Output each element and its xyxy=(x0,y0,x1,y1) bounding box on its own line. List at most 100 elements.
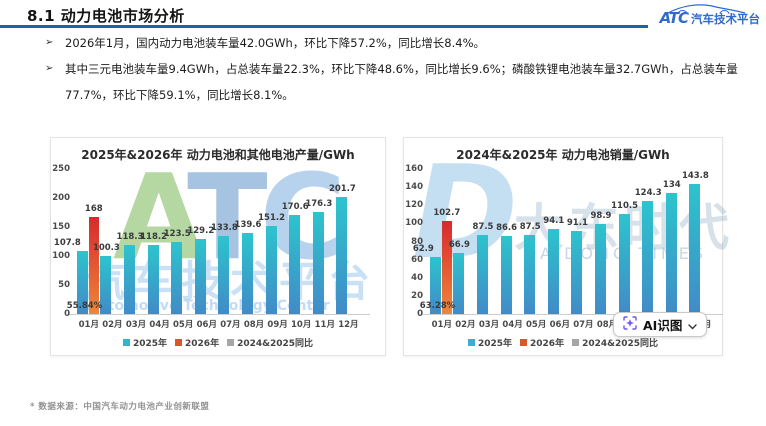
bullet-text: 2026年1月，国内动力电池装车量42.0GWh，环比下降57.2%，同比增长8… xyxy=(65,36,486,50)
x-tick-label: 07月 xyxy=(573,320,594,330)
bar-2025 xyxy=(429,256,441,314)
bar-2025 xyxy=(312,211,324,314)
bar-2025 xyxy=(453,253,465,314)
bar-2025 xyxy=(500,235,512,314)
x-tick-label: 05月 xyxy=(526,320,547,330)
value-label: 100.3 xyxy=(92,242,120,253)
y-tick-label: 140 xyxy=(405,182,423,193)
legend-swatch xyxy=(227,339,235,346)
value-label: 118.3 xyxy=(116,232,144,243)
value-label: 94.1 xyxy=(543,215,565,226)
value-label: 168 xyxy=(84,203,103,214)
value-label: 129.2 xyxy=(187,226,215,237)
value-label: 98.9 xyxy=(590,211,612,222)
value-label: 62.9 xyxy=(412,243,434,254)
bar-2025 xyxy=(618,213,630,314)
bar-2025 xyxy=(524,234,536,314)
value-label: 86.6 xyxy=(496,222,518,233)
bar-2025 xyxy=(689,183,701,314)
y-tick-label: 100 xyxy=(405,218,423,229)
bar-2025 xyxy=(477,234,488,314)
legend-label: 2024&2025同比 xyxy=(582,339,659,349)
bar-2026 xyxy=(88,216,99,314)
legend-label: 2026年 xyxy=(530,339,565,349)
legend-item: 2025年 xyxy=(467,336,513,349)
bar-2025 xyxy=(147,245,159,314)
ai-button-label: AI识图 xyxy=(643,318,683,333)
bullet-item: ➢ 2026年1月，国内动力电池装车量42.0GWh，环比下降57.2%，同比增… xyxy=(45,30,745,56)
legend-item: 2025年 xyxy=(122,336,168,349)
bar-2025 xyxy=(265,226,277,314)
legend-label: 2025年 xyxy=(132,339,168,349)
yoy-label: 63.28% xyxy=(419,301,456,311)
value-label: 87.5 xyxy=(472,221,494,232)
chart-title: 2025年&2026年 动力电池和其他电池产量/GWh xyxy=(81,148,355,162)
logo-abbr: ATC xyxy=(659,9,689,27)
page-title: 8.1 动力电池市场分析 xyxy=(27,7,185,25)
yoy-label: 55.84% xyxy=(66,301,103,311)
x-tick-label: 04月 xyxy=(149,320,170,330)
y-tick-label: 120 xyxy=(405,200,423,211)
chevron-down-icon[interactable] xyxy=(688,315,698,334)
bar-2025 xyxy=(124,245,135,314)
value-label: 201.7 xyxy=(328,184,356,194)
bullet-text: 其中三元电池装车量9.4GWh，占总装车量22.3%，环比下降48.6%，同比增… xyxy=(65,62,738,102)
bar-2025 xyxy=(665,192,677,314)
logo-text: ATC 汽车技术平台 xyxy=(660,8,760,27)
value-label: 110.5 xyxy=(611,200,639,211)
y-tick-label: 60 xyxy=(411,254,423,265)
y-tick-label: 0 xyxy=(417,309,423,319)
x-tick-label: 11月 xyxy=(314,320,335,330)
bar-2025 xyxy=(218,236,230,314)
value-label: 134 xyxy=(662,179,681,190)
y-tick-label: 0 xyxy=(64,309,70,319)
arrow-bullet-icon: ➢ xyxy=(45,37,54,48)
legend-item: 2024&2025同比 xyxy=(572,336,658,349)
legend-item: 2024&2025同比 xyxy=(227,336,313,349)
bar-2025 xyxy=(100,255,112,314)
x-tick-label: 12月 xyxy=(338,320,359,330)
y-tick-label: 150 xyxy=(52,222,70,232)
x-tick-label: 06月 xyxy=(549,320,570,330)
value-label: 66.9 xyxy=(448,240,470,251)
legend-swatch xyxy=(175,339,183,346)
value-label: 170.6 xyxy=(281,202,309,213)
value-label: 139.6 xyxy=(234,220,262,231)
x-tick-label: 01月 xyxy=(78,320,99,330)
logo-name: 汽车技术平台 xyxy=(691,12,760,26)
x-tick-label: 06月 xyxy=(196,320,217,330)
x-tick-label: 09月 xyxy=(267,320,288,330)
bar-2025 xyxy=(76,251,88,314)
value-label: 133.8 xyxy=(210,223,238,234)
legend-item: 2026年 xyxy=(520,336,564,349)
x-tick-label: 04月 xyxy=(502,320,523,330)
car-outline-icon xyxy=(662,1,748,20)
bar-2025 xyxy=(194,239,206,314)
bar-2025 xyxy=(595,224,606,314)
data-source-note: * 数据来源：中国汽车动力电池产业创新联盟 xyxy=(30,402,210,412)
bullet-item: ➢ 其中三元电池装车量9.4GWh，占总装车量22.3%，环比下降48.6%，同… xyxy=(45,56,745,108)
x-tick-label: 02月 xyxy=(102,320,123,330)
x-tick-label: 05月 xyxy=(173,320,194,330)
legend-label: 2025年 xyxy=(477,339,513,349)
x-axis-line xyxy=(422,314,724,315)
chart-title: 2024年&2025年 动力电池销量/GWh xyxy=(456,148,670,162)
chart-legend: 2025年 2026年 2024&2025同比 xyxy=(51,336,385,349)
value-label: 91.1 xyxy=(566,218,588,229)
value-label: 87.5 xyxy=(519,221,541,232)
y-tick-label: 40 xyxy=(411,272,423,283)
bar-2025 xyxy=(642,201,654,314)
y-tick-label: 100 xyxy=(52,251,70,261)
header-rule xyxy=(0,25,648,28)
x-tick-label: 01月 xyxy=(431,320,452,330)
ai-recognize-button[interactable]: AI识图 xyxy=(613,312,708,337)
legend-label: 2026年 xyxy=(185,339,220,349)
bar-2025 xyxy=(571,231,583,314)
arrow-bullet-icon: ➢ xyxy=(45,63,54,74)
x-axis-line xyxy=(69,314,371,315)
legend-swatch xyxy=(572,339,580,346)
legend-item: 2026年 xyxy=(175,336,219,349)
production-chart-panel: ATC 汽车技术平台 Automotive Technology Center … xyxy=(50,137,386,356)
x-tick-label: 07月 xyxy=(220,320,241,330)
